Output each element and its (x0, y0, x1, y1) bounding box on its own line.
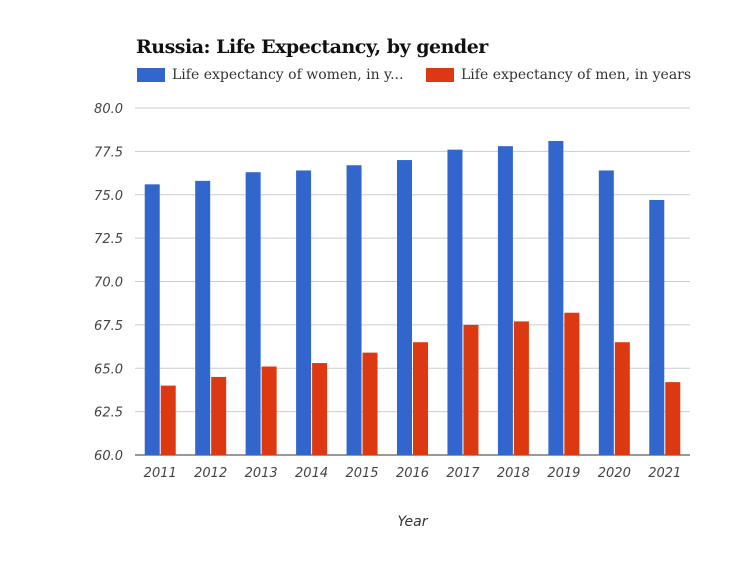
bar-women-2017 (447, 149, 463, 455)
y-tick-label: 65.0 (94, 362, 123, 377)
x-tick-label: 2021 (648, 466, 681, 481)
bar-men-2011 (160, 385, 176, 455)
y-tick-label: 60.0 (94, 449, 123, 464)
x-tick-label: 2016 (396, 466, 429, 481)
y-tick-label: 67.5 (94, 319, 123, 334)
x-tick-label: 2013 (245, 466, 278, 481)
bar-women-2011 (144, 184, 160, 455)
x-axis-title: Year (398, 514, 429, 530)
x-tick-label: 2020 (598, 466, 631, 481)
x-tick-label: 2011 (144, 466, 177, 481)
bar-women-2019 (548, 140, 564, 455)
bar-women-2013 (245, 172, 261, 455)
legend-item-women[interactable]: Life expectancy of women, in y... (137, 67, 403, 83)
bar-women-2021 (649, 199, 665, 455)
y-tick-label: 80.0 (94, 102, 123, 117)
legend-label-women: Life expectancy of women, in y... (172, 67, 404, 83)
x-tick-label: 2017 (446, 466, 480, 481)
bar-men-2018 (513, 321, 529, 455)
legend-item-men[interactable]: Life expectancy of men, in years (426, 67, 691, 83)
bar-men-2015 (362, 352, 378, 455)
x-tick-label: 2019 (547, 466, 580, 481)
bar-men-2012 (211, 376, 227, 455)
y-tick-label: 70.0 (94, 276, 123, 291)
bar-women-2012 (195, 180, 211, 455)
legend-swatch-men (426, 68, 454, 82)
x-tick-label: 2015 (345, 466, 378, 481)
y-tick-label: 72.5 (94, 232, 123, 247)
legend-swatch-women (137, 68, 165, 82)
bar-men-2021 (665, 382, 681, 455)
bar-men-2013 (261, 366, 277, 455)
bar-men-2016 (413, 342, 428, 455)
bar-women-2015 (346, 165, 362, 455)
bar-men-2020 (614, 342, 630, 455)
x-tick-label: 2012 (194, 466, 227, 481)
bar-men-2017 (463, 324, 479, 455)
bar-women-2020 (598, 170, 614, 455)
chart-title: Russia: Life Expectancy, by gender (136, 36, 488, 58)
legend-label-men: Life expectancy of men, in years (461, 67, 692, 83)
y-tick-label: 62.5 (94, 406, 123, 421)
bar-men-2019 (564, 312, 580, 455)
x-tick-label: 2018 (497, 466, 530, 481)
bar-women-2014 (296, 170, 312, 455)
bar-women-2016 (397, 160, 412, 456)
y-tick-label: 75.0 (94, 189, 123, 204)
y-tick-label: 77.5 (94, 145, 123, 160)
bar-women-2018 (497, 146, 513, 456)
x-tick-label: 2014 (295, 466, 328, 481)
bar-men-2014 (312, 363, 328, 455)
